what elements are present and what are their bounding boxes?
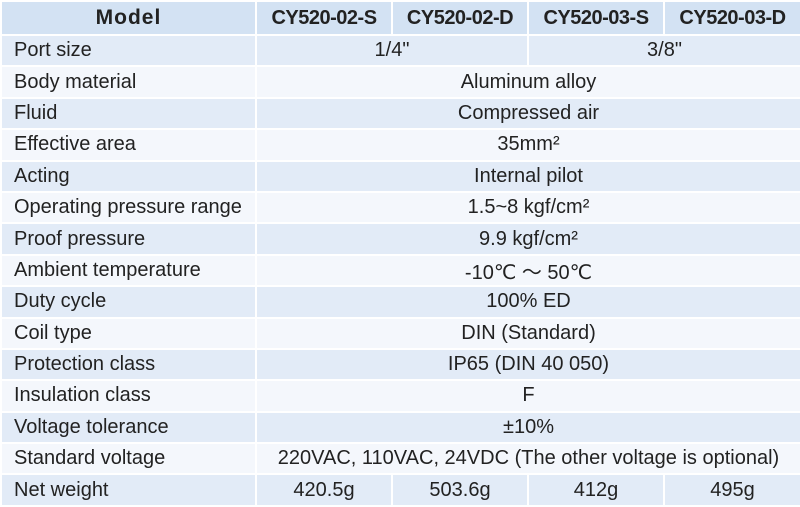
value-cell: 503.6g	[391, 473, 529, 507]
row-label: Coil type	[0, 316, 257, 350]
row-label: Operating pressure range	[0, 190, 257, 225]
value-cell: ±10%	[255, 410, 800, 445]
value-cell: IP65 (DIN 40 050)	[255, 347, 800, 382]
row: Insulation class F	[0, 379, 800, 413]
header-cell: CY520-03-D	[663, 0, 800, 36]
table-body: Port size 1/4" 3/8" Body material Aluminum a…	[0, 33, 800, 507]
row: Standard voltage 220VAC, 110VAC, 24VDC (T…	[0, 442, 800, 476]
row-label: Net weight	[0, 473, 257, 507]
row: Port size 1/4" 3/8"	[0, 33, 800, 68]
row-label: Body material	[0, 65, 257, 99]
row: Coil type DIN (Standard)	[0, 316, 800, 350]
row-label: Port size	[0, 33, 257, 68]
value-cell: 1/4"	[255, 33, 529, 68]
header-row: Model CY520-02-S CY520-02-D CY520-03-S CY520…	[0, 0, 800, 36]
header-cell: CY520-02-S	[255, 0, 393, 36]
row-label: Voltage tolerance	[0, 410, 257, 445]
header-cell: Model	[0, 0, 257, 36]
value-cell: 35mm²	[255, 128, 800, 162]
row-label: Standard voltage	[0, 442, 257, 476]
row: Voltage tolerance ±10%	[0, 410, 800, 445]
value-cell: 1.5~8 kgf/cm²	[255, 190, 800, 225]
row-label: Duty cycle	[0, 285, 257, 319]
value-cell: F	[255, 379, 800, 413]
row: Acting Internal pilot	[0, 159, 800, 193]
value-cell: 495g	[663, 473, 800, 507]
row-label: Insulation class	[0, 379, 257, 413]
row: Protection class IP65 (DIN 40 050)	[0, 347, 800, 382]
value-cell: 3/8"	[527, 33, 800, 68]
row-label: Proof pressure	[0, 222, 257, 256]
value-cell: Aluminum alloy	[255, 65, 800, 99]
row: Ambient temperature -10℃ ～ 50℃	[0, 253, 800, 288]
value-cell: DIN (Standard)	[255, 316, 800, 350]
row: Operating pressure range 1.5~8 kgf/cm²	[0, 190, 800, 225]
row: Proof pressure 9.9 kgf/cm²	[0, 222, 800, 256]
value-cell: Internal pilot	[255, 159, 800, 193]
value-cell: 9.9 kgf/cm²	[255, 222, 800, 256]
row-label: Protection class	[0, 347, 257, 382]
value-cell: 412g	[527, 473, 665, 507]
row: Duty cycle 100% ED	[0, 285, 800, 319]
value-cell: 420.5g	[255, 473, 393, 507]
row-label: Fluid	[0, 96, 257, 131]
header-cell: CY520-02-D	[391, 0, 529, 36]
row: Net weight 420.5g 503.6g 412g 495g	[0, 473, 800, 507]
value-cell: 220VAC, 110VAC, 24VDC (The other voltage…	[255, 442, 800, 476]
value-cell: Compressed air	[255, 96, 800, 131]
value-cell: -10℃ ～ 50℃	[255, 253, 800, 288]
value-cell: 100% ED	[255, 285, 800, 319]
row-label: Effective area	[0, 128, 257, 162]
header-cell: CY520-03-S	[527, 0, 665, 36]
row-label: Ambient temperature	[0, 253, 257, 288]
row-label: Acting	[0, 159, 257, 193]
row: Effective area 35mm²	[0, 128, 800, 162]
row: Body material Aluminum alloy	[0, 65, 800, 99]
row: Fluid Compressed air	[0, 96, 800, 131]
